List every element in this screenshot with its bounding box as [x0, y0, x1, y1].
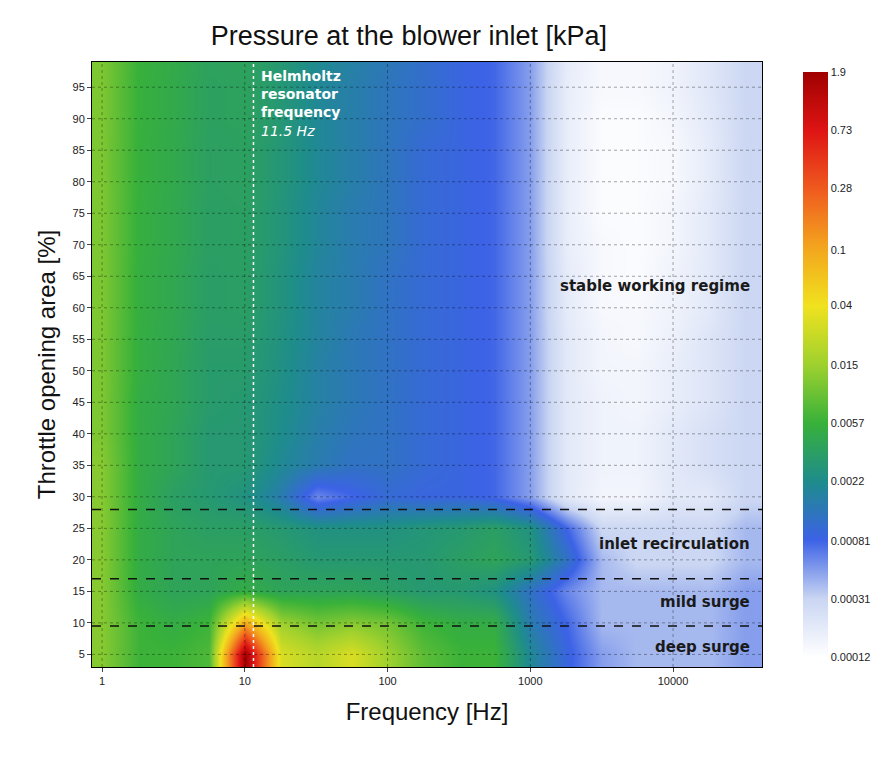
svg-text:25: 25: [73, 522, 85, 534]
svg-text:stable working regime: stable working regime: [560, 277, 750, 295]
svg-text:85: 85: [73, 144, 85, 156]
svg-text:100: 100: [378, 675, 396, 687]
svg-text:inlet recirculation: inlet recirculation: [599, 535, 750, 553]
svg-text:50: 50: [73, 365, 85, 377]
svg-text:80: 80: [73, 176, 85, 188]
svg-text:Helmholtzresonatorfrequency11.: Helmholtzresonatorfrequency11.5 Hz: [261, 68, 341, 139]
svg-text:1.9: 1.9: [831, 66, 846, 78]
svg-text:35: 35: [73, 459, 85, 471]
svg-text:60: 60: [73, 302, 85, 314]
svg-text:0.015: 0.015: [831, 359, 859, 371]
svg-text:0.0057: 0.0057: [831, 417, 865, 429]
svg-text:1: 1: [99, 675, 105, 687]
svg-text:10000: 10000: [658, 675, 689, 687]
svg-text:Frequency [Hz]: Frequency [Hz]: [346, 698, 509, 725]
svg-text:30: 30: [73, 491, 85, 503]
svg-text:0.1: 0.1: [831, 244, 846, 256]
svg-text:45: 45: [73, 396, 85, 408]
svg-text:90: 90: [73, 113, 85, 125]
svg-text:10: 10: [73, 617, 85, 629]
svg-text:0.73: 0.73: [831, 124, 852, 136]
svg-text:55: 55: [73, 333, 85, 345]
svg-text:Throttle opening area [%]: Throttle opening area [%]: [33, 230, 60, 500]
svg-text:mild surge: mild surge: [660, 593, 750, 611]
svg-text:40: 40: [73, 428, 85, 440]
svg-text:0.0022: 0.0022: [831, 475, 865, 487]
svg-text:1000: 1000: [518, 675, 542, 687]
svg-text:75: 75: [73, 207, 85, 219]
svg-text:70: 70: [73, 239, 85, 251]
svg-text:0.00012: 0.00012: [831, 651, 871, 663]
svg-text:0.04: 0.04: [831, 299, 852, 311]
svg-text:deep surge: deep surge: [655, 638, 750, 656]
svg-text:0.00081: 0.00081: [831, 535, 871, 547]
svg-text:10: 10: [239, 675, 251, 687]
svg-text:20: 20: [73, 554, 85, 566]
svg-text:5: 5: [79, 648, 85, 660]
svg-text:0.28: 0.28: [831, 182, 852, 194]
svg-text:95: 95: [73, 81, 85, 93]
svg-text:0.00031: 0.00031: [831, 593, 871, 605]
svg-text:15: 15: [73, 585, 85, 597]
svg-text:65: 65: [73, 270, 85, 282]
svg-text:Pressure at the blower inlet [: Pressure at the blower inlet [kPa]: [211, 21, 607, 51]
